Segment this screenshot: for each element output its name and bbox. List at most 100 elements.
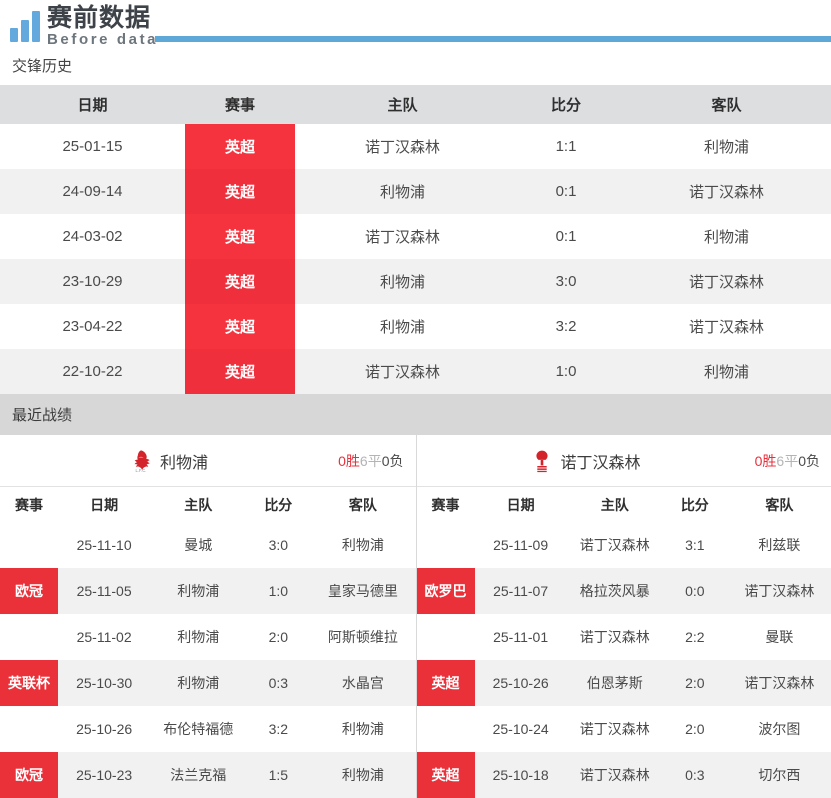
away-team: 水晶宫 <box>310 660 415 706</box>
recent-section-title: 最近战绩 <box>0 394 831 435</box>
table-row[interactable]: 欧罗巴 25-11-07 格拉茨风暴 0:0 诺丁汉森林 <box>417 568 831 614</box>
table-row[interactable]: 英超 25-11-09 诺丁汉森林 3:1 利兹联 <box>417 522 831 568</box>
match-score: 3:1 <box>663 522 727 568</box>
record-losses: 0负 <box>382 453 404 469</box>
record-draws: 6平 <box>776 453 798 469</box>
home-team: 诺丁汉森林 <box>567 522 663 568</box>
competition-badge[interactable]: 英超 <box>417 660 475 706</box>
site-logo[interactable]: 赛前数据 Before data <box>10 4 158 47</box>
home-team: 利物浦 <box>295 259 510 304</box>
match-date: 24-03-02 <box>0 214 185 259</box>
home-team: 诺丁汉森林 <box>295 124 510 169</box>
recent-table-away: 赛事 日期 主队 比分 客队 英超 25-11-09 诺丁汉森林 3:1 利兹联… <box>417 487 831 798</box>
away-team: 诺丁汉森林 <box>622 259 831 304</box>
competition-badge[interactable]: 英超 <box>0 522 58 568</box>
competition-badge[interactable]: 英超 <box>417 522 475 568</box>
table-row[interactable]: 英超 25-10-26 布伦特福德 3:2 利物浦 <box>0 706 416 752</box>
table-row[interactable]: 25-01-15 英超 诺丁汉森林 1:1 利物浦 <box>0 124 831 169</box>
h2h-section-title: 交锋历史 <box>0 52 831 85</box>
h2h-col-home: 主队 <box>295 85 510 124</box>
competition-badge[interactable]: 欧冠 <box>0 752 58 798</box>
recent-panel-away: 诺丁汉森林 0胜6平0负 赛事 日期 主队 比分 客队 英 <box>417 435 831 798</box>
match-date: 25-11-07 <box>475 568 567 614</box>
table-row[interactable]: 23-04-22 英超 利物浦 3:2 诺丁汉森林 <box>0 304 831 349</box>
away-team: 阿斯顿维拉 <box>310 614 415 660</box>
competition-badge[interactable]: 欧冠 <box>0 568 58 614</box>
recent-col-comp: 赛事 <box>417 487 475 522</box>
record-wins: 0胜 <box>338 453 360 469</box>
home-team: 诺丁汉森林 <box>567 614 663 660</box>
home-team: 曼城 <box>150 522 246 568</box>
table-row[interactable]: 23-10-29 英超 利物浦 3:0 诺丁汉森林 <box>0 259 831 304</box>
recent-col-home: 主队 <box>567 487 663 522</box>
home-team: 利物浦 <box>150 568 246 614</box>
away-team: 诺丁汉森林 <box>622 169 831 214</box>
competition-badge[interactable]: 欧罗巴 <box>417 568 475 614</box>
match-date: 25-10-26 <box>58 706 150 752</box>
home-team: 格拉茨风暴 <box>567 568 663 614</box>
h2h-col-comp: 赛事 <box>185 85 295 124</box>
match-date: 25-10-18 <box>475 752 567 798</box>
table-row[interactable]: 欧冠 25-10-23 法兰克福 1:5 利物浦 <box>0 752 416 798</box>
liverpool-crest-icon: L.F.C. <box>130 449 152 473</box>
match-score: 0:3 <box>663 752 727 798</box>
match-score: 3:0 <box>510 259 622 304</box>
team-summary-row: 诺丁汉森林 0胜6平0负 <box>417 435 831 487</box>
match-date: 25-11-09 <box>475 522 567 568</box>
table-row[interactable]: 22-10-22 英超 诺丁汉森林 1:0 利物浦 <box>0 349 831 394</box>
table-row[interactable]: 英超 25-10-18 诺丁汉森林 0:3 切尔西 <box>417 752 831 798</box>
table-row[interactable]: 英超 25-11-01 诺丁汉森林 2:2 曼联 <box>417 614 831 660</box>
competition-badge[interactable]: 英超 <box>417 752 475 798</box>
competition-badge[interactable]: 英联杯 <box>0 660 58 706</box>
match-score: 0:3 <box>246 660 310 706</box>
table-row[interactable]: 英联杯 25-10-30 利物浦 0:3 水晶宫 <box>0 660 416 706</box>
team-record: 0胜6平0负 <box>755 451 831 471</box>
recent-panel-home: L.F.C. 利物浦 0胜6平0负 赛事 日期 主队 比分 客队 <box>0 435 417 798</box>
competition-badge[interactable]: 英超 <box>185 349 295 394</box>
competition-badge[interactable]: 英超 <box>185 259 295 304</box>
table-row[interactable]: 英超 25-11-10 曼城 3:0 利物浦 <box>0 522 416 568</box>
record-losses: 0负 <box>798 453 820 469</box>
match-date: 25-10-23 <box>58 752 150 798</box>
match-date: 25-11-02 <box>58 614 150 660</box>
match-score: 0:0 <box>663 568 727 614</box>
table-row[interactable]: 24-03-02 英超 诺丁汉森林 0:1 利物浦 <box>0 214 831 259</box>
away-team: 利物浦 <box>622 349 831 394</box>
away-team: 利物浦 <box>310 706 415 752</box>
home-team: 利物浦 <box>150 614 246 660</box>
home-team: 诺丁汉森林 <box>567 706 663 752</box>
competition-badge[interactable]: 英超 <box>185 124 295 169</box>
table-row[interactable]: 英超 25-11-02 利物浦 2:0 阿斯顿维拉 <box>0 614 416 660</box>
competition-badge[interactable]: 英超 <box>0 706 58 752</box>
competition-badge[interactable]: 英超 <box>185 169 295 214</box>
competition-badge[interactable]: 英超 <box>185 304 295 349</box>
table-row[interactable]: 英超 25-10-26 伯恩茅斯 2:0 诺丁汉森林 <box>417 660 831 706</box>
match-date: 25-11-01 <box>475 614 567 660</box>
home-team: 利物浦 <box>150 660 246 706</box>
table-row[interactable]: 欧冠 25-11-05 利物浦 1:0 皇家马德里 <box>0 568 416 614</box>
table-row[interactable]: 欧罗巴 25-10-24 诺丁汉森林 2:0 波尔图 <box>417 706 831 752</box>
bar-chart-logo-icon <box>10 4 40 42</box>
recent-col-score: 比分 <box>663 487 727 522</box>
competition-badge[interactable]: 英超 <box>185 214 295 259</box>
match-score: 1:1 <box>510 124 622 169</box>
record-draws: 6平 <box>360 453 382 469</box>
home-team: 诺丁汉森林 <box>295 349 510 394</box>
match-score: 2:2 <box>663 614 727 660</box>
competition-badge[interactable]: 欧罗巴 <box>417 706 475 752</box>
match-score: 0:1 <box>510 214 622 259</box>
away-team: 皇家马德里 <box>310 568 415 614</box>
competition-badge[interactable]: 英超 <box>0 614 58 660</box>
nottingham-forest-crest-icon <box>531 449 553 473</box>
table-row[interactable]: 24-09-14 英超 利物浦 0:1 诺丁汉森林 <box>0 169 831 214</box>
team-record: 0胜6平0负 <box>338 451 415 471</box>
match-date: 25-10-26 <box>475 660 567 706</box>
competition-badge[interactable]: 英超 <box>417 614 475 660</box>
recent-col-comp: 赛事 <box>0 487 58 522</box>
away-team: 利物浦 <box>310 522 415 568</box>
recent-header-row-away: 赛事 日期 主队 比分 客队 <box>417 487 831 522</box>
away-team: 诺丁汉森林 <box>622 304 831 349</box>
match-score: 3:0 <box>246 522 310 568</box>
match-date: 23-04-22 <box>0 304 185 349</box>
h2h-col-date: 日期 <box>0 85 185 124</box>
